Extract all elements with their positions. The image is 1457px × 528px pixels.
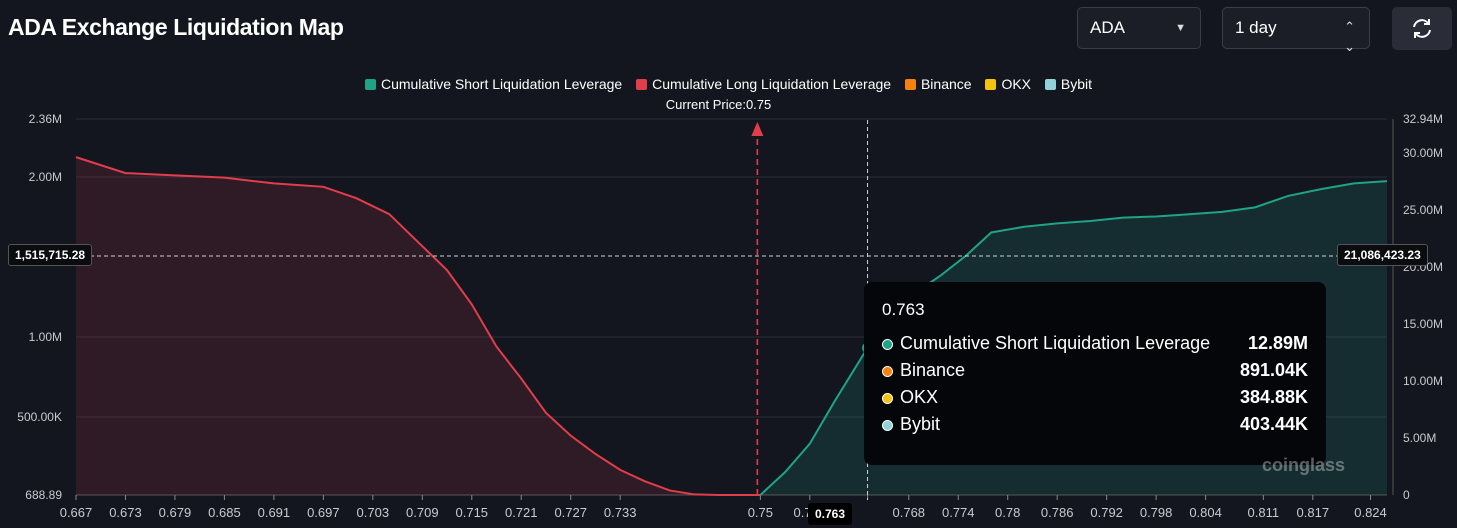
left-tick-label: 2.36M [29, 112, 62, 126]
current-price-label: Current Price:0.75 [665, 97, 772, 112]
legend-item[interactable]: Cumulative Short Liquidation Leverage [364, 76, 623, 92]
crosshair-right-value: 21,086,423.23 [1337, 244, 1428, 266]
x-tick-label: 0.78 [995, 505, 1020, 520]
legend-item[interactable]: OKX [985, 76, 1031, 92]
x-tick-label: 0.673 [109, 505, 142, 520]
left-tick-label: 500.00K [17, 410, 62, 424]
chart-legend: Cumulative Short Liquidation Leverage Cu… [0, 76, 1457, 92]
x-tick-label: 0.811 [1248, 505, 1280, 520]
refresh-button[interactable] [1392, 7, 1452, 50]
x-tick-label: 0.667 [60, 505, 93, 520]
chart-tooltip: 0.763 Cumulative Short Liquidation Lever… [864, 282, 1326, 465]
x-tick-label: 0.697 [307, 505, 340, 520]
left-tick-label: 1.00M [29, 330, 62, 344]
x-tick-label: 0.679 [159, 505, 192, 520]
right-tick-label: 5.00M [1403, 431, 1436, 445]
x-tick-label: 0.75 [748, 505, 773, 520]
crosshair-x-value: 0.763 [808, 503, 853, 525]
legend-item[interactable]: Cumulative Long Liquidation Leverage [636, 76, 891, 92]
right-tick-label: 10.00M [1403, 374, 1443, 388]
x-tick-label: 0.792 [1090, 505, 1123, 520]
legend-swatch [364, 79, 376, 90]
x-tick-label: 0.824 [1354, 505, 1387, 520]
x-tick-label: 0.727 [554, 505, 587, 520]
x-tick-label: 0.798 [1140, 505, 1173, 520]
chevron-updown-icon: ⌃ ⌄ [1344, 19, 1355, 54]
x-tick-label: 0.703 [357, 505, 390, 520]
tooltip-row: Binance 891.04K [882, 360, 1308, 387]
legend-swatch [904, 79, 916, 90]
x-tick-label: 0.768 [893, 505, 926, 520]
x-tick-label: 0.774 [942, 505, 975, 520]
left-tick-label: 688.89 [25, 488, 62, 502]
long-liquidation-line [75, 156, 761, 496]
series-dot [882, 393, 893, 404]
x-tick-label: 0.691 [258, 505, 291, 520]
legend-label: Cumulative Short Liquidation Leverage [380, 76, 623, 92]
x-tick-label: 0.709 [406, 505, 439, 520]
legend-label: Binance [920, 76, 972, 92]
tooltip-row: OKX 384.88K [882, 387, 1308, 414]
tooltip-value: 384.88K [1239, 387, 1308, 407]
coin-select-value: ADA [1090, 18, 1125, 37]
right-tick-label: 15.00M [1403, 317, 1443, 331]
right-tick-label: 0 [1403, 488, 1410, 502]
legend-item[interactable]: Bybit [1044, 76, 1093, 92]
right-tick-label: 25.00M [1403, 203, 1443, 217]
legend-swatch [1044, 79, 1056, 90]
tooltip-row: Bybit 403.44K [882, 414, 1308, 441]
right-tick-label: 32.94M [1403, 112, 1443, 126]
legend-label: Cumulative Long Liquidation Leverage [652, 76, 892, 92]
refresh-icon [1413, 19, 1431, 38]
page-title: ADA Exchange Liquidation Map [8, 14, 344, 40]
watermark: coinglass [1262, 455, 1346, 475]
crosshair-left-value: 1,515,715.28 [8, 244, 93, 266]
x-tick-label: 0.817 [1297, 505, 1330, 520]
x-tick-label: 0.804 [1189, 505, 1222, 520]
x-tick-label: 0.685 [208, 505, 241, 520]
tooltip-row: Cumulative Short Liquidation Leverage 12.… [882, 333, 1308, 360]
chevron-down-icon: ▼ [1175, 22, 1186, 34]
range-select-value: 1 day [1235, 18, 1277, 37]
tooltip-header: 0.763 [882, 300, 925, 319]
legend-swatch [985, 79, 997, 90]
long-liquidation-area [76, 157, 761, 496]
current-price-arrow [751, 122, 764, 136]
short-liquidation-line [759, 180, 1388, 496]
tooltip-label: Bybit [900, 414, 941, 434]
range-select[interactable]: 1 day ⌃ ⌄ [1222, 7, 1370, 54]
x-tick-label: 0.786 [1041, 505, 1074, 520]
series-dot [882, 366, 893, 377]
tooltip-value: 403.44K [1239, 414, 1308, 434]
series-dot [882, 420, 893, 431]
series-dot [882, 339, 893, 350]
legend-swatch [636, 79, 648, 90]
tooltip-value: 12.89M [1247, 333, 1308, 353]
legend-label: Bybit [1060, 76, 1093, 92]
left-tick-label: 2.00M [29, 170, 62, 184]
tooltip-label: Cumulative Short Liquidation Leverage [900, 333, 1211, 353]
tooltip-label: OKX [900, 387, 939, 407]
x-tick-label: 0.733 [604, 505, 637, 520]
coin-select[interactable]: ADA ▼ [1077, 7, 1201, 49]
x-tick-label: 0.721 [505, 505, 538, 520]
tooltip-label: Binance [900, 360, 966, 380]
x-tick-label: 0.715 [456, 505, 489, 520]
legend-label: OKX [1001, 76, 1032, 92]
tooltip-value: 891.04K [1239, 360, 1308, 380]
legend-item[interactable]: Binance [904, 76, 972, 92]
right-tick-label: 30.00M [1403, 146, 1443, 160]
